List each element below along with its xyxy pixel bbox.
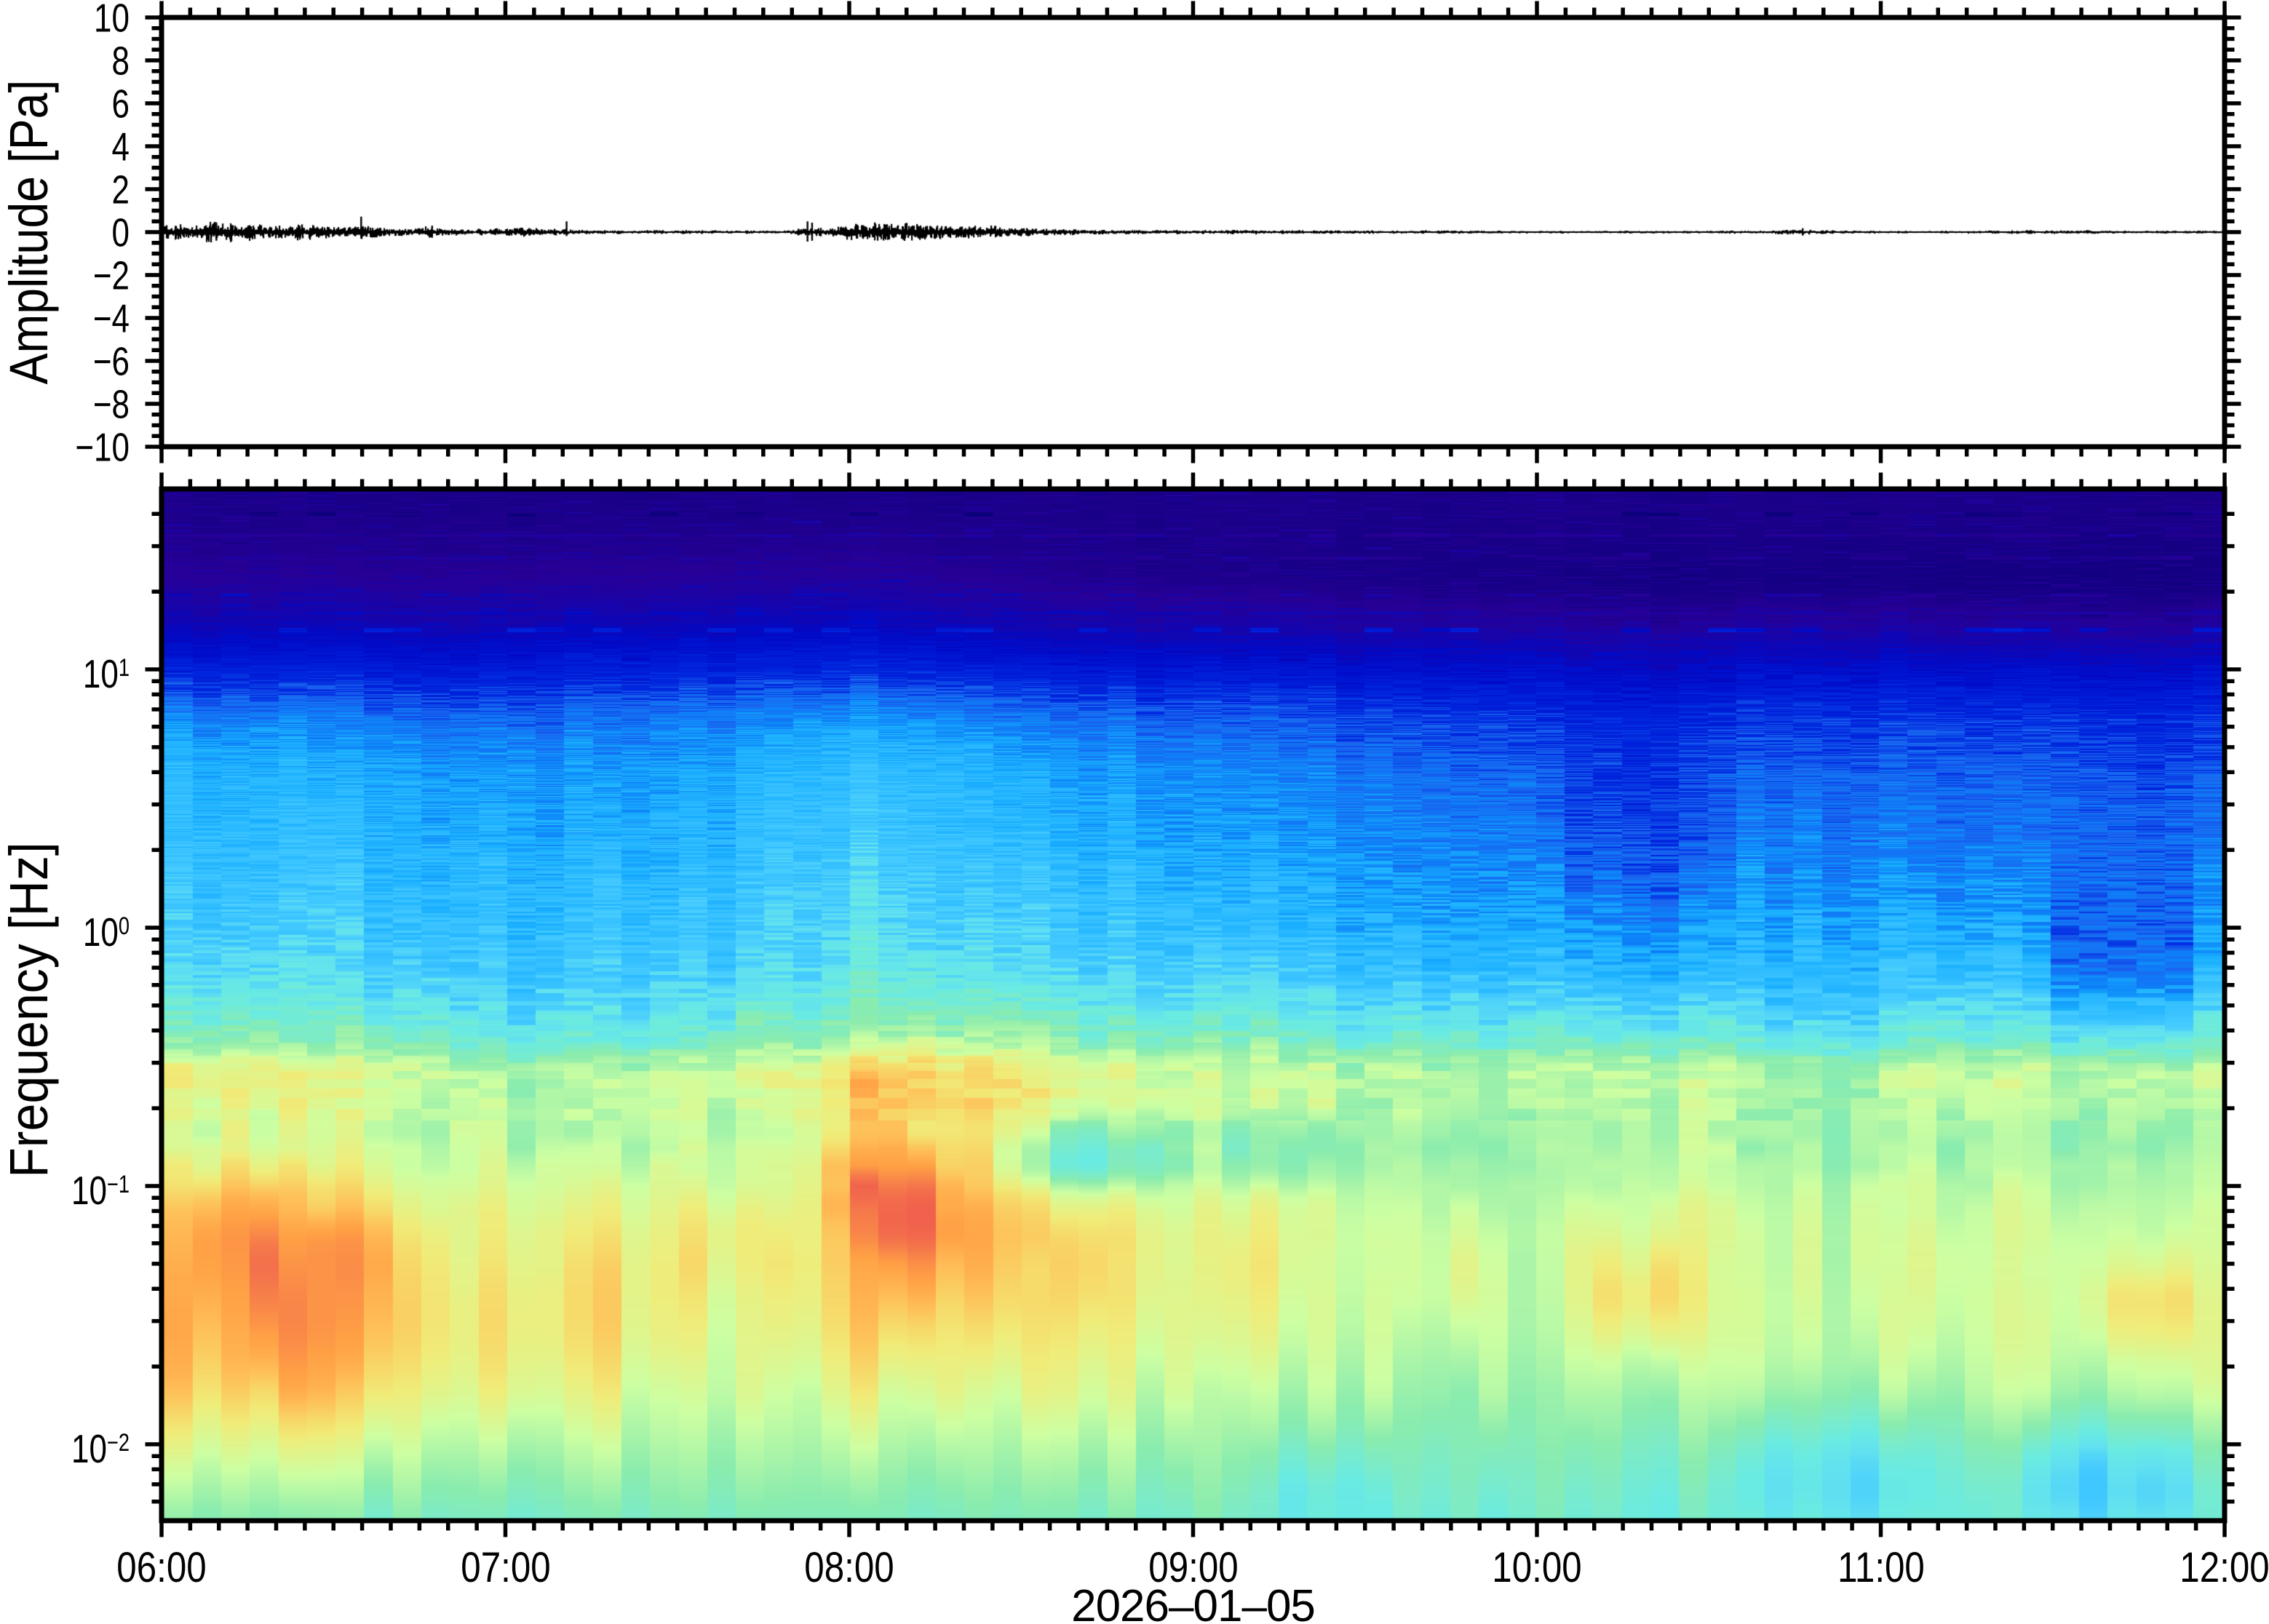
waveform-y-tick-label: 8 xyxy=(111,38,130,84)
waveform-y-tick-label: 2 xyxy=(111,167,130,212)
spectrogram-y-axis-title: Frequency [Hz] xyxy=(0,842,59,1178)
spectrogram-y-tick-label: 100 xyxy=(0,912,130,952)
tick-label-mantissa: 10 xyxy=(71,1168,107,1214)
panel-frame xyxy=(159,15,2228,450)
time-axis-tick-label: 10:00 xyxy=(1492,1544,1582,1591)
waveform-y-tick-label: −10 xyxy=(75,424,130,470)
time-axis-tick-label: 12:00 xyxy=(2179,1544,2269,1591)
tick-label-mantissa: 10 xyxy=(82,651,119,697)
waveform-y-tick-label: 6 xyxy=(111,81,130,127)
time-axis-tick-label: 11:00 xyxy=(1837,1544,1925,1591)
time-axis-tick-label: 07:00 xyxy=(460,1544,551,1591)
waveform-y-tick-label: 0 xyxy=(111,210,130,255)
x-axis-date-label: 2026–01–05 xyxy=(1071,1581,1316,1624)
tick-label-exponent: 1 xyxy=(118,653,130,682)
waveform-y-tick-label: −6 xyxy=(92,338,130,384)
tick-label-exponent: −2 xyxy=(106,1428,130,1457)
waveform-y-tick-label: −8 xyxy=(92,381,130,427)
spectrogram-y-tick-label: 10−2 xyxy=(0,1428,130,1469)
tick-label-mantissa: 10 xyxy=(71,1426,107,1472)
waveform-y-tick-label: 10 xyxy=(94,0,130,41)
tick-label-mantissa: 10 xyxy=(82,909,119,955)
panel-frame xyxy=(159,486,2228,1524)
waveform-plot-canvas xyxy=(163,19,2223,445)
time-axis-tick-label: 09:00 xyxy=(1148,1544,1239,1591)
tick-label-exponent: −1 xyxy=(106,1170,130,1198)
waveform-y-tick-label: −4 xyxy=(92,295,130,341)
spectrogram-heatmap-canvas xyxy=(163,490,2223,1519)
time-axis-tick-label: 08:00 xyxy=(804,1544,894,1591)
waveform-y-tick-label: 4 xyxy=(111,124,130,170)
waveform-y-tick-label: −2 xyxy=(92,252,130,298)
spectrogram-y-tick-label: 10−1 xyxy=(0,1170,130,1211)
spectrogram-y-tick-label: 101 xyxy=(0,653,130,694)
tick-label-exponent: 0 xyxy=(118,912,130,940)
time-axis-tick-label: 06:00 xyxy=(116,1544,207,1591)
